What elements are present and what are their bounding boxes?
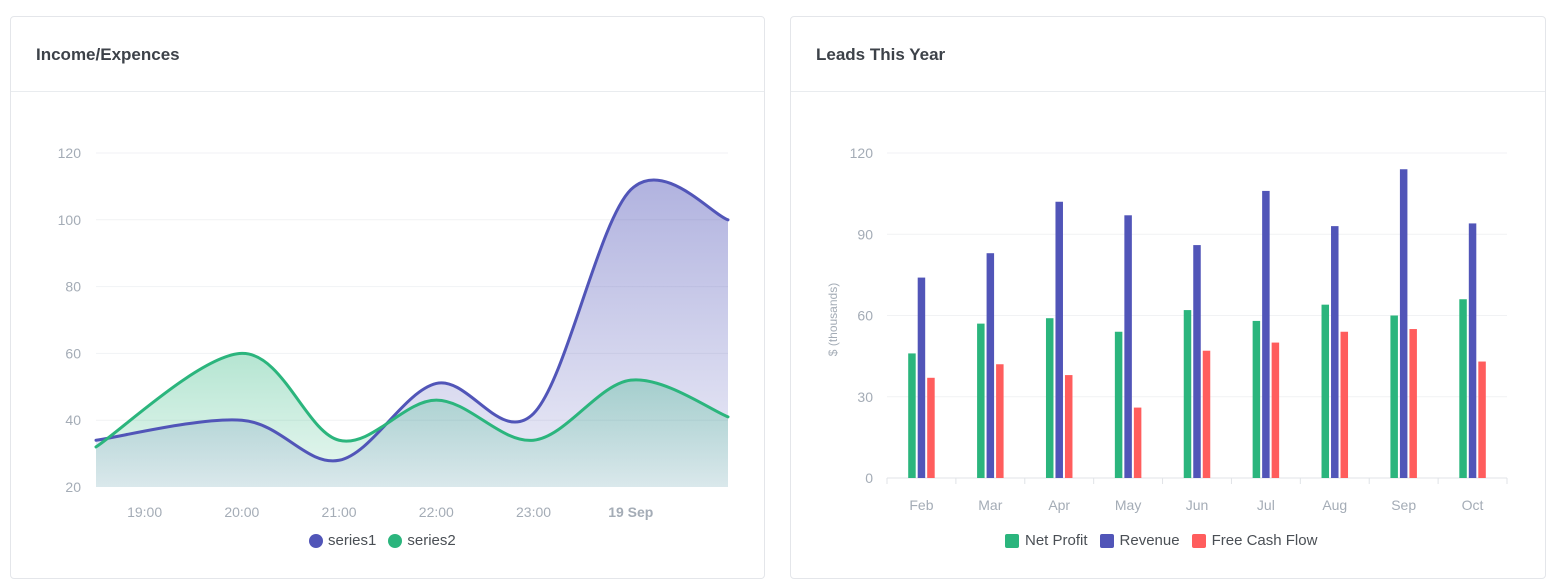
bar-revenue-aug: [1331, 226, 1339, 478]
legend-marker: [1005, 533, 1019, 548]
legend-marker: [1099, 533, 1114, 548]
legend-item-net-profit[interactable]: Net Profit: [1005, 532, 1088, 549]
x-tick-label: Jul: [1257, 497, 1275, 513]
bar-free-cash-flow-sep: [1409, 329, 1417, 478]
legend-label: series2: [407, 532, 456, 549]
legend-item-series1[interactable]: series1: [309, 532, 376, 549]
y-tick-label: 20: [65, 479, 81, 495]
x-tick-label: 21:00: [322, 504, 357, 520]
x-tick-label: Mar: [978, 497, 1002, 513]
y-tick-label: 120: [58, 145, 82, 161]
y-tick-label: 60: [65, 345, 81, 361]
legend-label: series1: [328, 532, 377, 549]
card-title: Income/Expences: [11, 17, 764, 92]
bar-free-cash-flow-jul: [1271, 342, 1280, 478]
bar-net-profit-apr: [1045, 318, 1054, 478]
bar-revenue-apr: [1055, 201, 1063, 478]
bar-revenue-may: [1124, 215, 1132, 478]
leads-this-year-card: Leads This Year 0 30 60 90 120 $ (thousands) F…: [790, 16, 1546, 579]
legend-marker: [309, 533, 323, 548]
legend-item-free-cash-flow[interactable]: Free Cash Flow: [1191, 532, 1318, 549]
bar-revenue-mar: [986, 253, 995, 478]
bar-net-profit-may: [1114, 331, 1123, 478]
y-tick-label: 120: [850, 145, 874, 161]
y-tick-label: 80: [65, 279, 81, 295]
legend-label: Net Profit: [1025, 532, 1088, 549]
x-tick-label: Apr: [1048, 497, 1070, 513]
y-tick-label: 60: [857, 308, 873, 324]
y-tick-label: 30: [857, 389, 873, 405]
bar-net-profit-sep: [1390, 315, 1398, 478]
bar-net-profit-mar: [977, 323, 985, 478]
legend-marker: [388, 533, 403, 548]
bar-revenue-sep: [1399, 169, 1408, 478]
x-tick-label: 23:00: [516, 504, 551, 520]
bar-net-profit-aug: [1321, 304, 1330, 478]
line-series1: [94, 178, 730, 463]
bar-free-cash-flow-jun: [1202, 350, 1211, 478]
x-tick-label: Jun: [1186, 497, 1209, 513]
x-tick-label: Oct: [1462, 497, 1484, 513]
chart-legend: Net Profit Revenue Free Cash Flow: [1005, 532, 1317, 549]
bar-free-cash-flow-aug: [1340, 331, 1349, 478]
bar-net-profit-oct: [1459, 299, 1467, 478]
income-expences-chart: 20 40 60 80 100 120 19:00 20:00 21:00 22:00 23:00 1…: [58, 145, 730, 520]
bar-revenue-feb: [917, 277, 926, 478]
bar-free-cash-flow-apr: [1064, 375, 1073, 478]
card-title: Leads This Year: [791, 17, 1545, 92]
bar-net-profit-jul: [1252, 320, 1261, 478]
legend-label: Revenue: [1119, 532, 1180, 549]
bar-free-cash-flow-feb: [927, 377, 935, 478]
y-axis-title: $ (thousands): [826, 283, 840, 356]
x-tick-label: Aug: [1322, 497, 1347, 513]
legend-label: Free Cash Flow: [1211, 532, 1318, 549]
y-tick-label: 40: [65, 412, 81, 428]
income-expences-card: Income/Expences 20 40 60 80 100 120 19:00 20:00…: [10, 16, 765, 579]
legend-item-revenue[interactable]: Revenue: [1099, 532, 1180, 549]
x-tick-label: 19:00: [127, 504, 162, 520]
x-tick-label: 22:00: [419, 504, 454, 520]
area-fill-series1: [96, 179, 728, 487]
bar-free-cash-flow-oct: [1478, 361, 1486, 478]
bar-revenue-jul: [1262, 190, 1270, 478]
legend-item-series2[interactable]: series2: [388, 532, 456, 549]
bar-free-cash-flow-may: [1133, 407, 1142, 478]
x-tick-label: 20:00: [224, 504, 259, 520]
bar-net-profit-jun: [1183, 310, 1192, 478]
area-fill-series2: [96, 353, 728, 487]
y-tick-label: 100: [58, 212, 82, 228]
bar-free-cash-flow-mar: [996, 364, 1004, 478]
bar-net-profit-feb: [908, 353, 916, 478]
y-tick-label: 90: [857, 226, 873, 242]
x-tick-label: Feb: [909, 497, 933, 513]
line-series2: [94, 351, 730, 449]
y-tick-label: 0: [865, 470, 873, 486]
bar-revenue-oct: [1468, 223, 1477, 478]
x-tick-label: Sep: [1391, 497, 1416, 513]
bar-revenue-jun: [1193, 245, 1201, 478]
legend-marker: [1191, 533, 1206, 548]
x-tick-label: 19 Sep: [608, 504, 653, 520]
leads-bar-chart: 0 30 60 90 120 $ (thousands) Feb Mar Apr May Jun Ju…: [826, 145, 1508, 513]
chart-legend: series1 series2: [309, 532, 456, 549]
x-tick-label: May: [1115, 497, 1141, 513]
